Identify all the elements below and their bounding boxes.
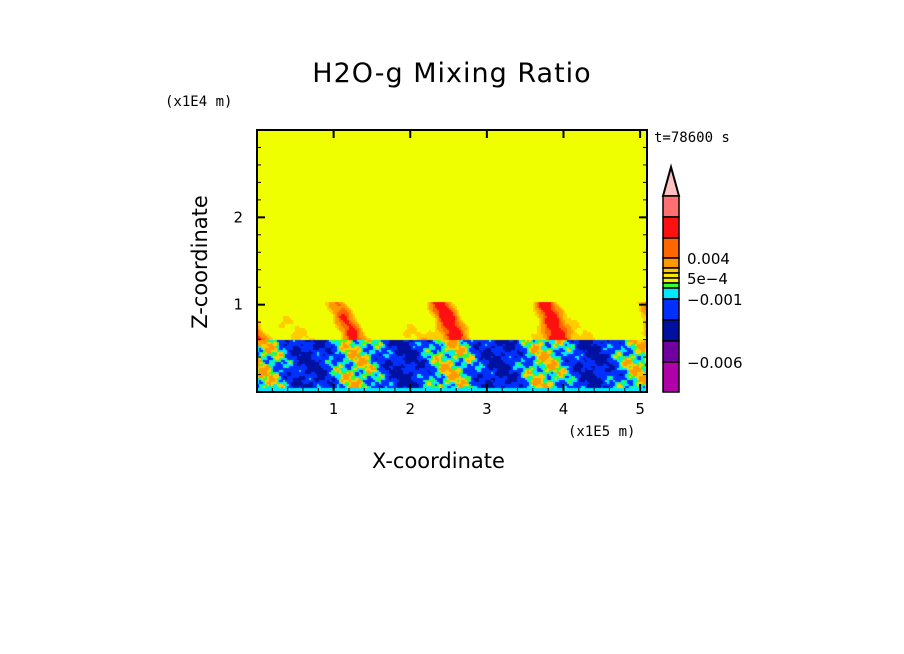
colorbar-box [662, 237, 680, 259]
time-annotation: t=78600 s [654, 130, 730, 146]
colorbar-label: −0.006 [687, 354, 743, 372]
colorbar-label: −0.001 [687, 291, 743, 309]
x-tick-label: 5 [635, 400, 645, 418]
y-tick-label: 1 [233, 296, 243, 314]
colorbar-box [662, 195, 680, 218]
colorbar-label: 0.004 [687, 250, 730, 268]
y-tick-label: 2 [233, 208, 243, 226]
x-tick-label: 2 [405, 400, 415, 418]
contour-field [257, 130, 647, 392]
x-tick-label: 1 [329, 400, 339, 418]
colorbar-box [662, 287, 680, 300]
x-axis-label: X-coordinate [372, 449, 505, 473]
x-axis-unit: (x1E5 m) [568, 424, 636, 440]
colorbar-extend-triangle [661, 163, 681, 197]
colorbar-box [662, 216, 680, 239]
colorbar-box [662, 298, 680, 321]
plot-frame [256, 129, 648, 393]
chart-title: H2O-g Mixing Ratio [312, 58, 592, 89]
colorbar-box [662, 340, 680, 363]
colorbar-label: 5e−4 [687, 270, 728, 288]
y-axis-unit: (x1E4 m) [165, 94, 233, 110]
colorbar-box [662, 319, 680, 342]
x-tick-label: 3 [482, 400, 492, 418]
colorbar-box [662, 361, 680, 393]
colorbar-box [662, 257, 680, 269]
x-tick-label: 4 [559, 400, 569, 418]
